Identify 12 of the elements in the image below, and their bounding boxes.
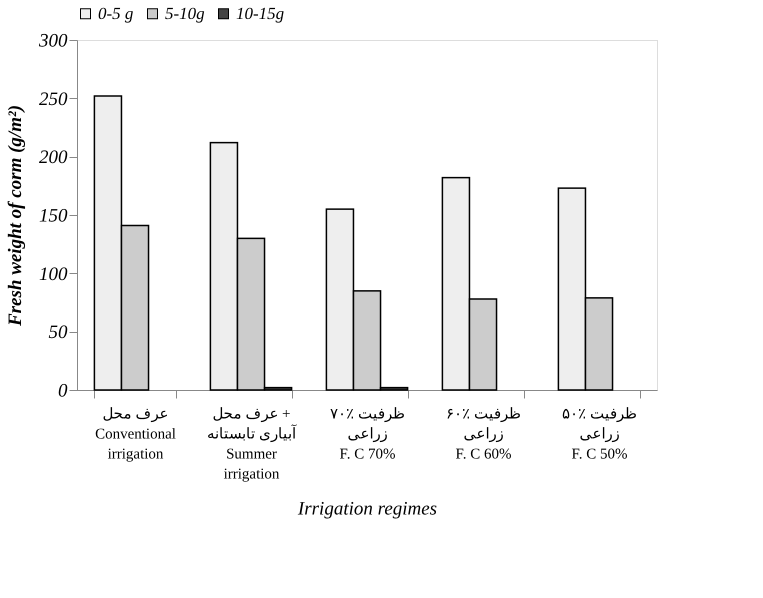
legend-label: 0-5 g — [98, 4, 134, 23]
y-tick-label: 0 — [58, 380, 68, 402]
y-tick-label: 300 — [38, 30, 68, 52]
y-tick-label: 50 — [48, 322, 68, 344]
y-tick-label: 250 — [39, 88, 68, 110]
y-axis-title: Fresh weight of corm (g/m²) — [5, 104, 26, 328]
y-tick-label: 200 — [39, 147, 68, 168]
legend-label: 10-15g — [236, 4, 284, 23]
y-tick-label: 150 — [39, 206, 68, 226]
legend-label: 5-10g — [165, 4, 205, 23]
x-axis-title: Irrigation regimes — [296, 498, 438, 520]
y-tick-label: 100 — [39, 264, 68, 285]
